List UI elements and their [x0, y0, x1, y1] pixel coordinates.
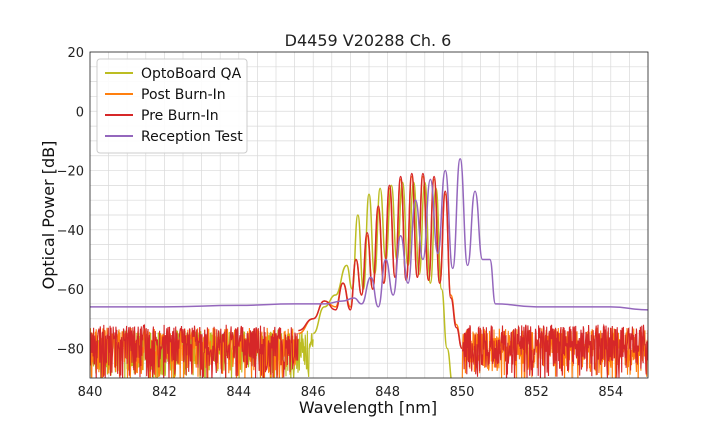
y-tick-label: −80 — [57, 342, 84, 357]
y-ticks: 20 0 −20 −40 −60 −80 — [57, 46, 84, 357]
noise-floor-line — [90, 323, 648, 378]
x-tick-label: 842 — [152, 385, 177, 400]
y-axis-label: Optical Power [dB] — [39, 141, 58, 290]
x-tick-label: 840 — [78, 385, 103, 400]
legend-label: Pre Burn-In — [141, 108, 219, 124]
legend-box — [96, 58, 248, 154]
x-ticks: 840 842 844 846 848 850 852 854 — [78, 385, 624, 400]
series-reception-test — [90, 157, 648, 311]
y-tick-label: 0 — [76, 105, 84, 120]
legend-label: Post Burn-In — [141, 87, 226, 103]
legend-label: Reception Test — [141, 129, 243, 145]
y-tick-label: −40 — [57, 224, 84, 239]
x-tick-label: 846 — [301, 385, 326, 400]
x-tick-label: 852 — [524, 385, 549, 400]
y-tick-label: 20 — [67, 46, 84, 61]
plot-area — [90, 157, 648, 378]
x-tick-label: 844 — [226, 385, 251, 400]
chart-title: D4459 V20288 Ch. 6 — [285, 31, 452, 50]
x-axis-label: Wavelength [nm] — [299, 398, 437, 417]
legend-label: OptoBoard QA — [141, 66, 242, 82]
plot-frame — [89, 51, 649, 379]
y-tick-label: −60 — [57, 283, 84, 298]
y-tick-label: −20 — [57, 165, 84, 180]
x-tick-label: 850 — [450, 385, 475, 400]
x-tick-label: 848 — [375, 385, 400, 400]
series-line — [90, 157, 648, 311]
x-tick-label: 854 — [598, 385, 623, 400]
legend: OptoBoard QA Post Burn-In Pre Burn-In Recep… — [96, 58, 248, 154]
